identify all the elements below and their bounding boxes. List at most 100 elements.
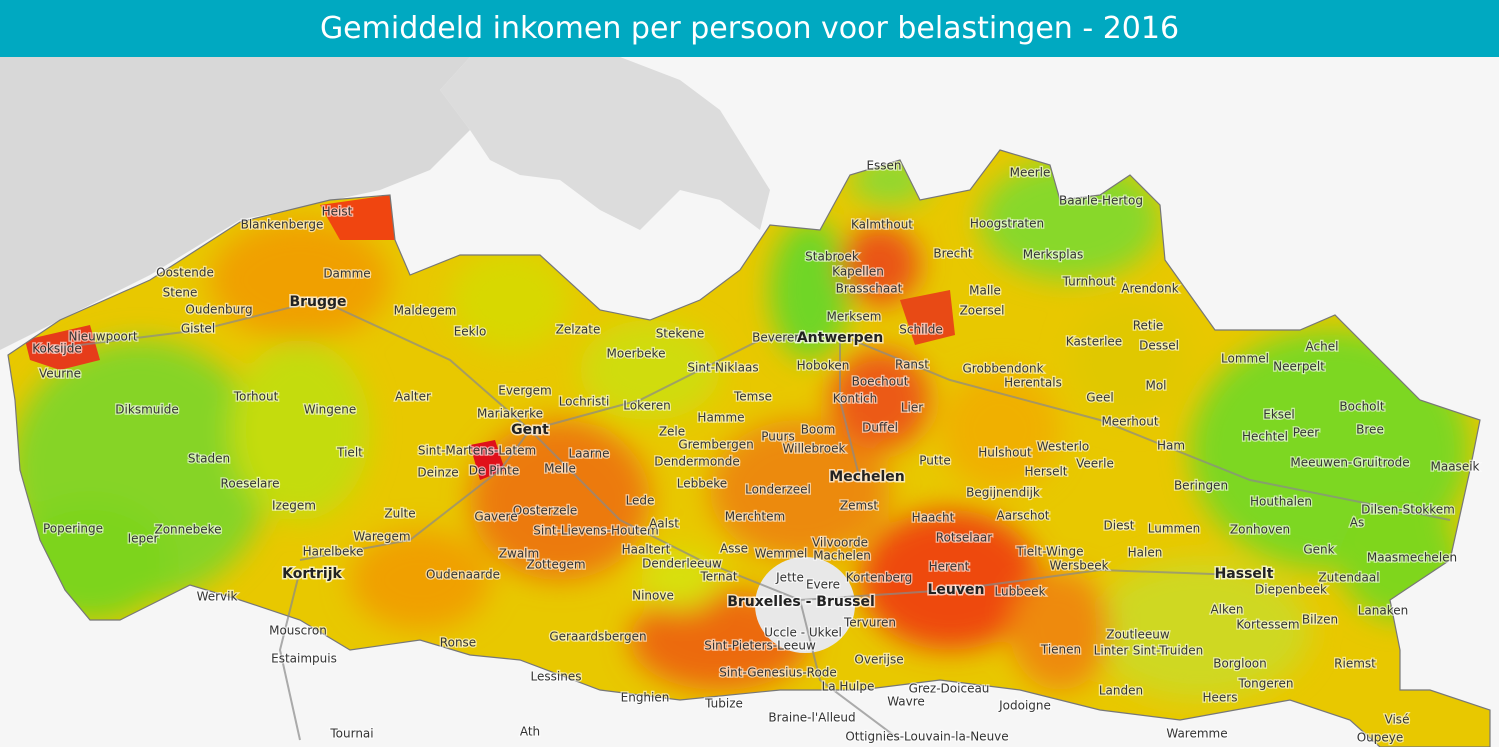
place-label: Grobbendonk [962, 362, 1043, 376]
place-label: Meerle [1010, 166, 1051, 180]
place-label: Mariakerke [477, 407, 543, 421]
place-label: Diest [1104, 519, 1135, 533]
place-label: Sint-Martens-Latem [418, 444, 536, 458]
place-label: Herent [929, 560, 970, 574]
place-label: Melle [544, 462, 576, 476]
place-label: Poperinge [43, 522, 103, 536]
place-label: Ottignies-Louvain-la-Neuve [845, 730, 1008, 744]
title-bar: Gemiddeld inkomen per persoon voor belas… [0, 0, 1499, 57]
place-label: Braine-l'Alleud [768, 711, 855, 725]
place-label: Mol [1145, 379, 1166, 393]
city-label: Kortrijk [282, 566, 342, 582]
place-label: Achel [1306, 340, 1339, 354]
place-label: Meerhout [1101, 415, 1158, 429]
place-label: Lommel [1221, 352, 1269, 366]
place-label: Lummen [1148, 522, 1200, 536]
place-label: Hechtel [1242, 430, 1288, 444]
place-label: Ham [1157, 439, 1185, 453]
place-label: Kortessem [1236, 618, 1299, 632]
place-label: Zulte [384, 507, 415, 521]
place-label: Estaimpuis [271, 652, 337, 666]
place-label: Neerpelt [1273, 360, 1325, 374]
place-label: Beringen [1174, 479, 1228, 493]
place-label: Tournai [329, 727, 373, 741]
place-label: Oudenburg [185, 303, 252, 317]
place-label: Enghien [621, 691, 670, 705]
place-label: Aarschot [997, 509, 1050, 523]
place-label: Brecht [933, 247, 972, 261]
place-label: Retie [1133, 319, 1164, 333]
place-label: Diepenbeek [1255, 583, 1327, 597]
place-label: Nieuwpoort [68, 330, 137, 344]
place-label: Diksmuide [115, 403, 178, 417]
place-label: Merksem [827, 310, 882, 324]
place-label: Evere [806, 578, 840, 592]
place-label: Bree [1356, 423, 1384, 437]
place-label: Wingene [304, 403, 357, 417]
place-label: Mouscron [269, 624, 327, 638]
place-label: Dessel [1139, 339, 1179, 353]
place-label: Wemmel [755, 547, 808, 561]
place-label: Sint-Truiden [1133, 644, 1204, 658]
place-label: Hoogstraten [970, 217, 1044, 231]
place-label: Lochristi [559, 395, 610, 409]
city-label: Hasselt [1215, 566, 1274, 582]
place-label: Houthalen [1250, 495, 1312, 509]
place-label: Deinze [417, 466, 458, 480]
place-label: Tubize [704, 697, 743, 711]
place-label: Haaltert [622, 543, 671, 557]
place-label: Grez-Doiceau [909, 682, 990, 696]
place-label: La Hulpe [822, 680, 875, 694]
place-label: Herentals [1004, 376, 1062, 390]
place-label: Baarle-Hertog [1059, 194, 1143, 208]
place-label: Oostende [156, 266, 214, 280]
place-label: Jodoigne [998, 699, 1051, 713]
place-label: Rotselaar [936, 531, 993, 545]
place-label: Zelzate [556, 323, 601, 337]
place-label: Geraardsbergen [549, 630, 646, 644]
place-label: Torhout [233, 390, 279, 404]
place-label: Halen [1128, 546, 1163, 560]
place-label: Tervuren [843, 616, 896, 630]
place-label: Oudenaarde [426, 568, 500, 582]
place-label: Zoersel [960, 304, 1005, 318]
place-label: Oosterzele [513, 504, 577, 518]
city-label: Gent [511, 422, 549, 438]
place-label: Lebbeke [677, 477, 727, 491]
place-label: Landen [1099, 684, 1143, 698]
city-label: Brugge [289, 294, 346, 310]
place-label: Maldegem [394, 304, 457, 318]
place-label: Maaseik [1431, 460, 1480, 474]
place-label: As [1350, 516, 1364, 530]
place-label: Zwalm [499, 547, 539, 561]
place-label: Zemst [840, 499, 879, 513]
place-label: Kasterlee [1066, 335, 1122, 349]
place-label: Tienen [1040, 643, 1081, 657]
place-label: Peer [1293, 426, 1320, 440]
place-label: Heers [1203, 691, 1238, 705]
place-label: Zonhoven [1230, 523, 1290, 537]
place-label: Merksplas [1023, 248, 1083, 262]
place-label: Kapellen [832, 265, 884, 279]
place-label: Heist [322, 205, 353, 219]
place-label: Sint-Niklaas [687, 361, 758, 375]
place-label: Eksel [1263, 408, 1295, 422]
place-label: Linter [1094, 644, 1129, 658]
place-label: Koksijde [32, 342, 81, 356]
place-label: Ieper [128, 532, 159, 546]
place-label: Overijse [854, 653, 903, 667]
place-label: Ronse [440, 636, 476, 650]
place-label: Kontich [833, 392, 877, 406]
place-label: Gistel [181, 322, 215, 336]
place-label: Izegem [272, 499, 316, 513]
place-label: Lanaken [1358, 604, 1409, 618]
place-label: Ranst [895, 358, 929, 372]
place-label: Schilde [899, 323, 943, 337]
place-label: Haacht [912, 511, 955, 525]
place-label: Dendermonde [654, 455, 740, 469]
place-label: Ath [520, 725, 540, 739]
place-label: Roeselare [221, 477, 280, 491]
place-label: Turnhout [1062, 275, 1116, 289]
